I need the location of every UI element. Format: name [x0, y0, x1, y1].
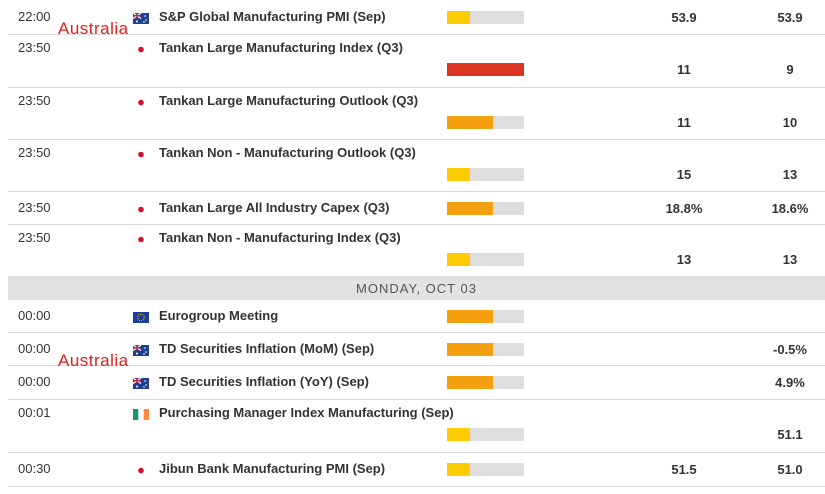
event-title: Tankan Non - Manufacturing Outlook (Q3) [159, 145, 416, 160]
consensus-value: 51.1 [777, 427, 803, 442]
event-row: 00:00 TD Securities Inflation (MoM) (Sep)… [8, 333, 825, 370]
event-row: 22:00 S&P Global Manufacturing PMI (Sep) 5… [8, 0, 825, 38]
impact-fill [447, 342, 493, 356]
actual-value: 51.5 [671, 462, 697, 477]
impact-bar [447, 116, 524, 129]
consensus-value: -0.5% [773, 341, 807, 357]
country-flag [133, 202, 149, 215]
event-time: 00:00 [18, 340, 51, 356]
event-time: 00:30 [18, 461, 51, 476]
impact-bar [447, 428, 524, 441]
day-header: MONDAY, OCT 03 [8, 277, 825, 300]
impact-fill [447, 168, 470, 181]
impact-bar [447, 376, 524, 389]
impact-bar [447, 168, 524, 181]
consensus-value: 53.9 [777, 9, 803, 25]
event-row: 23:50 Tankan Large Manufacturing Outlook … [8, 88, 825, 140]
event-title: Purchasing Manager Index Manufacturing (… [159, 405, 454, 420]
event-row: 00:30 Jibun Bank Manufacturing PMI (Sep) 5… [8, 453, 825, 487]
event-time: 23:50 [18, 230, 51, 245]
country-flag [132, 11, 149, 24]
impact-bar [447, 253, 524, 266]
consensus-value: 13 [782, 252, 798, 267]
event-row: 23:50 Tankan Large Manufacturing Index (Q… [8, 35, 825, 88]
country-flag [133, 95, 149, 108]
impact-fill [447, 463, 470, 476]
actual-value: 15 [676, 167, 692, 182]
impact-bar [447, 342, 524, 356]
annotation: Australia [58, 350, 129, 370]
event-time: 23:50 [18, 93, 51, 108]
impact-bar [447, 63, 524, 76]
impact-fill [447, 201, 493, 215]
impact-fill [447, 253, 470, 266]
event-time: 23:50 [18, 145, 51, 160]
event-time: 23:50 [18, 199, 51, 215]
country-flag [133, 407, 149, 420]
consensus-value: 9 [786, 62, 794, 77]
actual-value: 18.8% [665, 200, 703, 216]
actual-value: 53.9 [671, 9, 697, 25]
country-flag [132, 376, 149, 389]
country-flag [133, 232, 149, 245]
event-title: TD Securities Inflation (MoM) (Sep) [159, 340, 375, 356]
consensus-value: 18.6% [771, 200, 809, 216]
impact-fill [447, 376, 493, 389]
annotation: Australia [58, 18, 129, 38]
impact-fill [447, 63, 524, 76]
actual-value: 11 [677, 62, 691, 77]
event-time: 00:00 [18, 307, 51, 323]
event-title: Tankan Large Manufacturing Outlook (Q3) [159, 93, 419, 108]
event-title: Tankan Large All Industry Capex (Q3) [159, 199, 390, 215]
country-flag [133, 147, 149, 160]
event-row: 23:50 Tankan Non - Manufacturing Index (Q… [8, 225, 825, 277]
impact-fill [447, 116, 493, 129]
impact-fill [447, 309, 493, 323]
country-flag [133, 463, 149, 476]
event-row: 23:50 Tankan Large All Industry Capex (Q3… [8, 192, 825, 225]
consensus-value: 4.9% [775, 375, 805, 390]
actual-value: 13 [676, 252, 692, 267]
impact-fill [447, 10, 470, 24]
event-row: 00:00 Eurogroup Meeting [8, 300, 825, 333]
event-title: Jibun Bank Manufacturing PMI (Sep) [159, 461, 386, 476]
impact-bar [447, 463, 524, 476]
event-time: 00:00 [18, 374, 51, 389]
event-title: Tankan Large Manufacturing Index (Q3) [159, 40, 403, 55]
country-flag [132, 343, 149, 356]
event-time: 00:01 [18, 405, 51, 420]
event-title: TD Securities Inflation (YoY) (Sep) [159, 374, 369, 389]
country-flag [133, 42, 149, 55]
impact-fill [447, 428, 470, 441]
consensus-value: 10 [782, 115, 798, 130]
event-time: 23:50 [18, 40, 51, 55]
event-row: 23:50 Tankan Non - Manufacturing Outlook … [8, 140, 825, 192]
event-title: Tankan Non - Manufacturing Index (Q3) [159, 230, 401, 245]
country-flag [133, 310, 149, 323]
impact-bar [447, 201, 524, 215]
consensus-value: 13 [782, 167, 798, 182]
consensus-value: 51.0 [777, 462, 803, 477]
actual-value: 11 [677, 115, 691, 130]
event-row: 00:01 Purchasing Manager Index Manufactur… [8, 400, 825, 453]
event-title: Eurogroup Meeting [159, 307, 279, 323]
impact-bar [447, 309, 524, 323]
event-title: S&P Global Manufacturing PMI (Sep) [159, 8, 386, 24]
event-row: 00:00 TD Securities Inflation (YoY) (Sep)… [8, 366, 825, 400]
impact-bar [447, 10, 524, 24]
event-time: 22:00 [18, 8, 51, 24]
